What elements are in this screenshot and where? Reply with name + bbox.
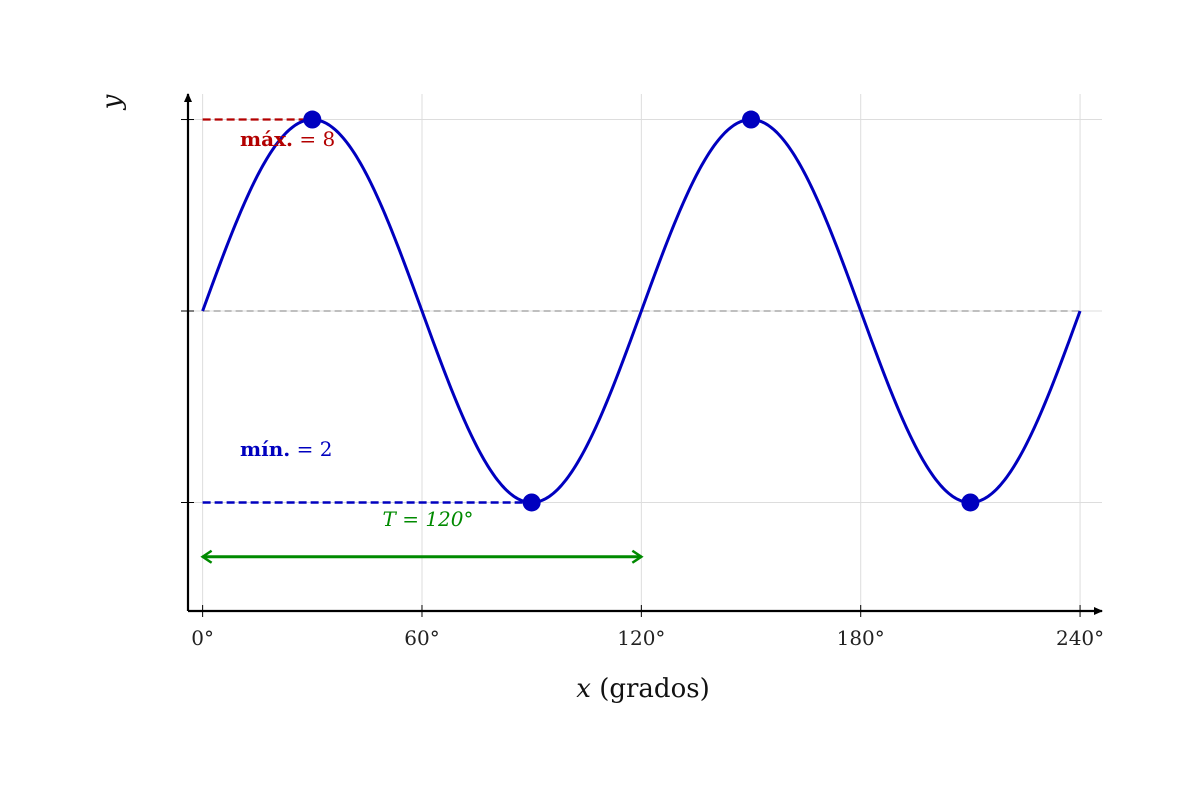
extremum-point — [742, 110, 761, 129]
extremum-point — [522, 493, 541, 512]
axes — [184, 93, 1103, 615]
max-annotation-bold: máx. — [240, 127, 293, 151]
x-tick-label: 120° — [617, 626, 665, 650]
x-axis-unit: (grados) — [599, 674, 710, 704]
period-annotation: T = 120° — [383, 507, 474, 531]
grid — [188, 94, 1102, 611]
y-axis-label: y — [97, 94, 127, 110]
min-annotation: mín. = 2 — [240, 437, 332, 461]
reference-lines — [202, 118, 532, 504]
x-axis-label: x (grados) — [576, 674, 709, 704]
extremum-point — [303, 110, 322, 129]
x-tick-label: 180° — [837, 626, 885, 650]
x-tick-label: 240° — [1056, 626, 1104, 650]
min-annotation-rest: = 2 — [290, 437, 332, 461]
max-annotation-rest: = 8 — [293, 127, 335, 151]
sine-curve — [201, 118, 1082, 504]
x-tick-labels: 0° 60° 120° 180° 240° — [191, 626, 1104, 650]
x-tick-label: 60° — [404, 626, 439, 650]
extrema-points — [303, 110, 980, 512]
extremum-point — [961, 493, 980, 512]
ticks — [181, 119, 1081, 617]
x-axis-variable: x — [576, 674, 591, 704]
min-annotation-bold: mín. — [240, 437, 290, 461]
x-tick-label: 0° — [191, 626, 214, 650]
max-annotation: máx. = 8 — [240, 127, 335, 151]
